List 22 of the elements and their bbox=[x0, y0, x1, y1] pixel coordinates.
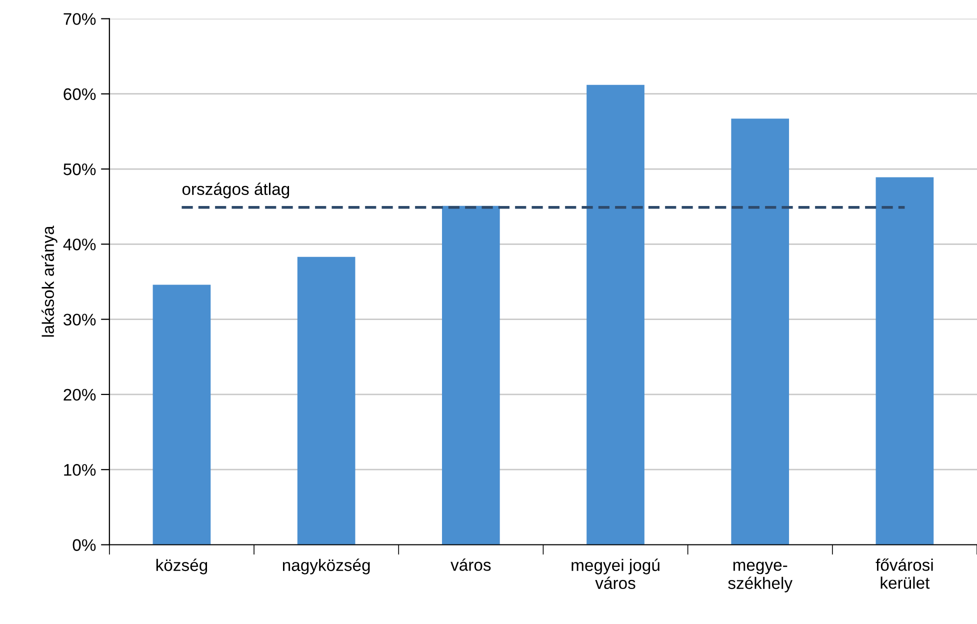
y-tick-label: 30% bbox=[64, 314, 96, 326]
x-tick-label: nagyközség bbox=[282, 558, 370, 574]
bar bbox=[152, 284, 211, 545]
x-tick-label: megyei jogú város bbox=[572, 558, 660, 590]
bar bbox=[442, 206, 500, 545]
y-tick-label: 50% bbox=[64, 163, 96, 176]
y-tick-label: 20% bbox=[64, 388, 96, 401]
x-tick-label: megye- székhely bbox=[728, 562, 792, 592]
x-tick-label: község bbox=[156, 558, 208, 574]
ref-line-label: országos átlag bbox=[182, 182, 290, 198]
bar bbox=[297, 256, 356, 545]
y-tick-label: 70% bbox=[64, 13, 96, 25]
y-tick-label: 0% bbox=[72, 539, 96, 551]
bar bbox=[731, 118, 790, 545]
y-tick-label: 10% bbox=[64, 464, 96, 476]
x-tick-label: fővárosi kerület bbox=[876, 558, 933, 589]
x-tick-label: város bbox=[450, 558, 491, 571]
bar bbox=[876, 177, 934, 545]
bar bbox=[586, 84, 644, 545]
y-tick-label: 60% bbox=[64, 88, 96, 100]
y-tick-label: 40% bbox=[63, 238, 96, 250]
y-axis-title: lakások aránya bbox=[42, 226, 58, 337]
